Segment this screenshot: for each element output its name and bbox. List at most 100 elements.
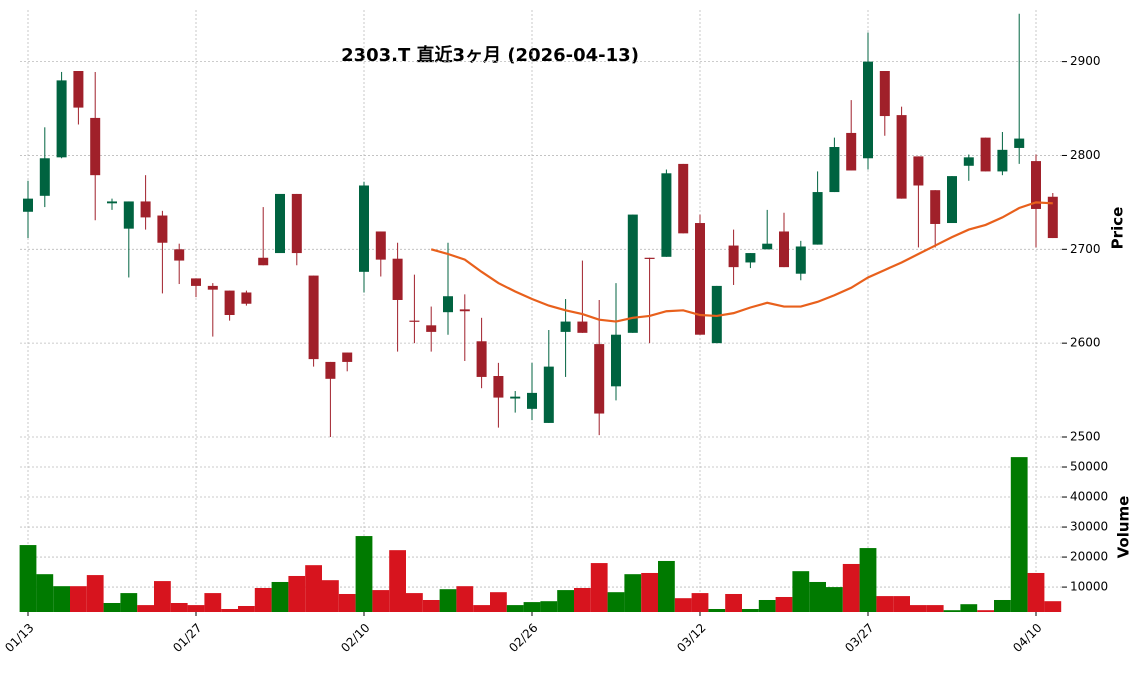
candle-body bbox=[627, 214, 638, 333]
x-tick-label: 04/10 bbox=[1010, 621, 1044, 655]
candle-body bbox=[392, 258, 403, 300]
volume-bar bbox=[70, 586, 87, 612]
volume-bar bbox=[994, 599, 1011, 612]
candle-body bbox=[1047, 196, 1058, 239]
candle-body bbox=[762, 243, 773, 250]
candle-body bbox=[795, 246, 806, 274]
volume-bar bbox=[288, 575, 306, 612]
candle-body bbox=[123, 201, 134, 229]
volume-bar bbox=[523, 602, 541, 612]
volume-bar bbox=[187, 605, 205, 612]
volume-bar bbox=[422, 599, 440, 612]
candle-body bbox=[56, 80, 67, 158]
x-tick-label: 03/27 bbox=[842, 621, 876, 655]
candle-body bbox=[23, 198, 33, 212]
volume-tick-label: 40000 bbox=[1070, 490, 1108, 504]
volume-bar bbox=[876, 596, 894, 612]
volume-bar bbox=[490, 592, 507, 612]
candle-body bbox=[90, 117, 101, 176]
x-tick-label: 02/10 bbox=[338, 621, 372, 655]
candle-body bbox=[728, 245, 739, 268]
volume-bar bbox=[607, 592, 625, 612]
volume-bar bbox=[574, 587, 591, 612]
volume-bar bbox=[557, 590, 574, 612]
candle-body bbox=[224, 290, 235, 315]
candle-body bbox=[325, 361, 336, 379]
candle-body bbox=[779, 231, 789, 268]
volume-bar bbox=[19, 545, 37, 612]
candle-body bbox=[140, 201, 151, 218]
candle-body bbox=[661, 173, 672, 257]
candle-body bbox=[459, 309, 470, 312]
volume-bar bbox=[775, 596, 793, 612]
candle-body bbox=[896, 115, 907, 199]
candle-body bbox=[913, 156, 924, 186]
volume-bar bbox=[674, 598, 692, 612]
volume-bar bbox=[1027, 572, 1045, 612]
volume-bar bbox=[137, 605, 154, 612]
candle-body bbox=[560, 321, 571, 332]
volume-bar bbox=[725, 593, 742, 612]
candle-body bbox=[258, 257, 269, 266]
y-tick-label: 2800 bbox=[1070, 148, 1101, 162]
candle-body bbox=[846, 132, 857, 171]
volume-axis-label: Volume bbox=[1115, 496, 1133, 559]
candle-body bbox=[510, 396, 521, 399]
moving-average-line bbox=[430, 201, 1053, 323]
candle-body bbox=[863, 61, 873, 159]
candle-body bbox=[476, 341, 487, 377]
candle-body bbox=[107, 201, 117, 204]
y-tick-label: 2900 bbox=[1070, 54, 1101, 68]
candle-body bbox=[275, 193, 285, 254]
volume-bar bbox=[120, 593, 138, 612]
volume-tick-label: 20000 bbox=[1070, 550, 1108, 564]
y-tick-label: 2600 bbox=[1070, 336, 1101, 350]
volume-bar bbox=[254, 587, 272, 612]
volume-bar bbox=[926, 605, 944, 612]
x-tick-label: 03/12 bbox=[674, 621, 708, 655]
volume-bar bbox=[338, 593, 356, 612]
volume-bar bbox=[473, 605, 490, 612]
volume-bar bbox=[758, 599, 776, 612]
volume-bar bbox=[154, 581, 171, 612]
volume-bar bbox=[355, 536, 373, 612]
volume-bar bbox=[960, 604, 978, 612]
candle-body bbox=[997, 149, 1008, 172]
candle-body bbox=[711, 285, 722, 344]
volume-bar bbox=[204, 593, 222, 612]
volume-bar bbox=[1010, 457, 1028, 612]
candle-body bbox=[241, 292, 252, 304]
candle-body bbox=[980, 137, 991, 172]
volume-bar bbox=[372, 590, 390, 612]
volume-bar bbox=[86, 575, 104, 612]
candle-body bbox=[963, 157, 974, 166]
volume-bar bbox=[53, 586, 70, 612]
candle-body bbox=[157, 215, 168, 243]
candle-body bbox=[191, 278, 201, 286]
y-tick-label: 2700 bbox=[1070, 242, 1101, 256]
volume-bar bbox=[506, 605, 524, 612]
volume-tick-label: 50000 bbox=[1070, 460, 1108, 474]
candle-body bbox=[359, 185, 369, 272]
candle-body bbox=[527, 392, 537, 409]
y-tick-label: 2500 bbox=[1070, 430, 1101, 444]
volume-bar bbox=[792, 571, 810, 612]
volume-bar bbox=[977, 610, 994, 612]
candle-body bbox=[879, 71, 890, 117]
volume-bar bbox=[238, 605, 255, 612]
volume-bar bbox=[910, 605, 927, 612]
volume-bar bbox=[809, 581, 826, 612]
candle-body bbox=[409, 320, 420, 322]
candle-body bbox=[39, 158, 50, 196]
volume-bar bbox=[943, 610, 961, 612]
volume-bar bbox=[708, 608, 726, 612]
candle-body bbox=[577, 321, 588, 333]
x-tick-label: 01/27 bbox=[170, 621, 204, 655]
x-tick-label: 01/13 bbox=[2, 621, 36, 655]
volume-bar bbox=[590, 563, 608, 612]
volume-bar bbox=[271, 581, 289, 612]
candle-body bbox=[1014, 138, 1025, 148]
candle-body bbox=[745, 253, 756, 263]
candle-body bbox=[443, 296, 453, 313]
